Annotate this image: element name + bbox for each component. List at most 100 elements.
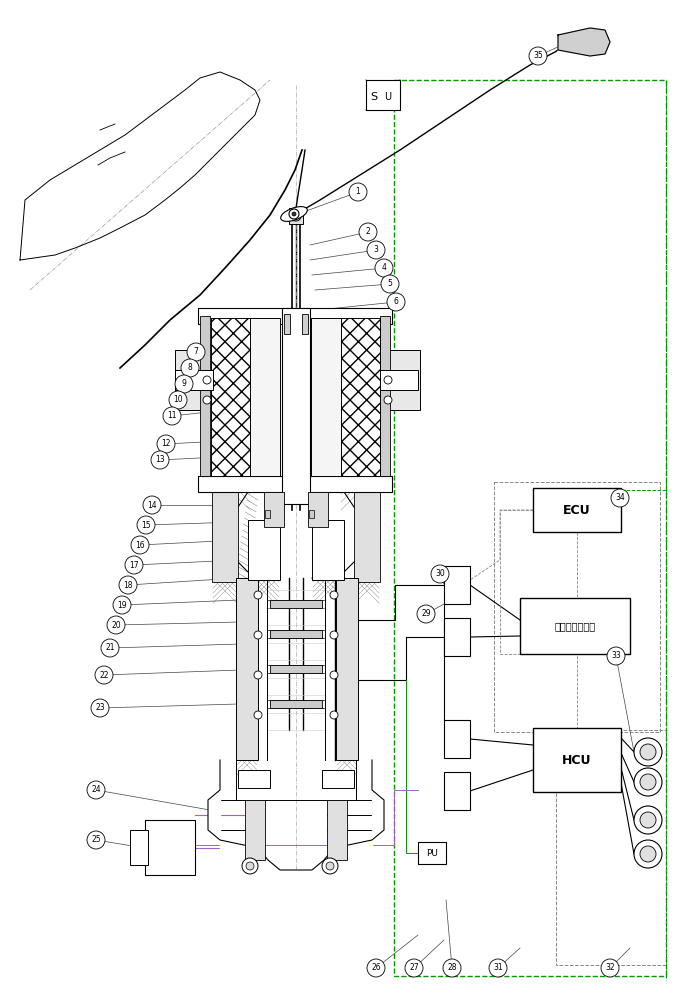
Text: 踏板行程模拟器: 踏板行程模拟器 [555,621,596,631]
Circle shape [330,591,338,599]
Circle shape [443,959,461,977]
Bar [282,308,310,504]
Circle shape [157,435,175,453]
Bar [245,800,265,860]
Bar [248,520,280,580]
Circle shape [359,223,377,241]
Circle shape [169,391,187,409]
Bar [366,80,400,110]
Bar [380,350,420,410]
Circle shape [203,376,211,384]
Circle shape [125,556,143,574]
Circle shape [640,774,656,790]
Bar [198,476,392,492]
Text: HCU: HCU [562,754,591,766]
Bar [175,350,215,410]
Circle shape [289,209,299,219]
Text: 7: 7 [193,348,199,357]
Circle shape [242,858,258,874]
Circle shape [113,596,131,614]
Bar [198,308,392,324]
Text: S: S [370,92,378,102]
Bar [311,318,341,476]
Text: 31: 31 [493,964,503,972]
Circle shape [119,576,137,594]
Circle shape [294,214,298,218]
Bar [394,80,666,976]
Circle shape [254,591,262,599]
Circle shape [387,293,405,311]
Text: 20: 20 [111,620,121,630]
Text: 30: 30 [435,570,445,578]
Text: 1: 1 [356,188,361,196]
Text: 27: 27 [409,964,419,972]
Bar [308,492,328,527]
Text: 6: 6 [393,298,398,306]
Circle shape [375,259,393,277]
Text: 12: 12 [161,440,171,448]
Circle shape [87,831,105,849]
Circle shape [326,862,334,870]
Text: 3: 3 [374,245,378,254]
Circle shape [431,565,449,583]
Circle shape [181,359,199,377]
Circle shape [143,496,161,514]
Bar [312,520,344,580]
Circle shape [322,858,338,874]
Circle shape [137,516,155,534]
Text: 18: 18 [123,580,133,589]
Text: 33: 33 [611,652,621,660]
Bar [309,510,314,518]
Circle shape [254,711,262,719]
Bar [340,318,380,476]
Bar [418,842,446,864]
Circle shape [349,183,367,201]
Circle shape [640,744,656,760]
Circle shape [381,275,399,293]
Bar [250,318,280,476]
Circle shape [529,47,547,65]
Bar [533,488,621,532]
Text: PU: PU [426,848,438,857]
Circle shape [87,781,105,799]
Text: 19: 19 [117,600,127,609]
Ellipse shape [281,207,307,221]
Circle shape [175,375,193,393]
Circle shape [607,647,625,665]
Bar [200,316,210,476]
Bar [212,492,238,582]
Bar [236,578,258,760]
Text: 32: 32 [605,964,615,972]
Circle shape [634,806,662,834]
Circle shape [151,451,169,469]
Text: 2: 2 [365,228,370,236]
Circle shape [384,396,392,404]
Polygon shape [558,28,610,56]
Bar [145,820,195,875]
Text: 16: 16 [135,540,145,550]
Circle shape [107,616,125,634]
Bar [270,600,322,608]
Circle shape [367,959,385,977]
Circle shape [254,631,262,639]
Circle shape [634,738,662,766]
Circle shape [95,666,113,684]
Bar [520,598,630,654]
Circle shape [634,768,662,796]
Circle shape [640,812,656,828]
Bar [533,728,621,792]
Bar [238,770,270,788]
Bar [327,800,347,860]
Circle shape [203,396,211,404]
Bar [264,492,284,527]
Text: 26: 26 [371,964,381,972]
Circle shape [163,407,181,425]
Circle shape [611,489,629,507]
Circle shape [634,840,662,868]
Text: 23: 23 [95,704,104,712]
Bar [354,492,380,582]
Circle shape [292,212,296,216]
Text: 13: 13 [155,456,165,464]
Bar [380,316,390,476]
Bar [270,630,322,638]
